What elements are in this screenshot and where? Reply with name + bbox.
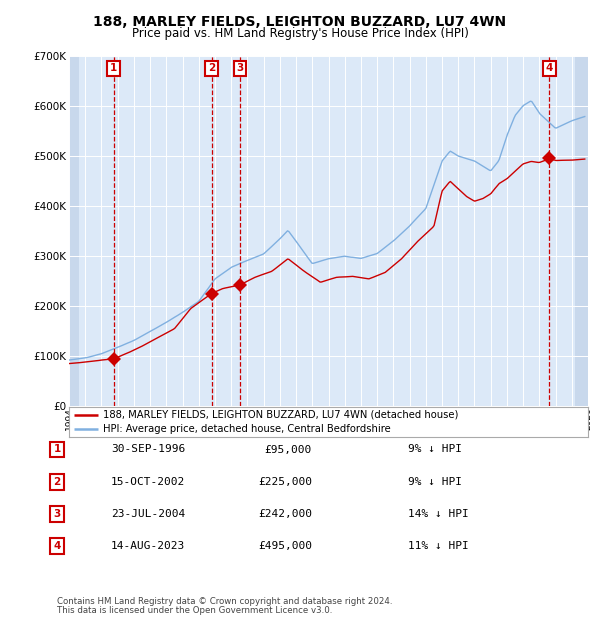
Text: 14-AUG-2023: 14-AUG-2023 xyxy=(111,541,185,551)
Text: Contains HM Land Registry data © Crown copyright and database right 2024.: Contains HM Land Registry data © Crown c… xyxy=(57,597,392,606)
Text: 1: 1 xyxy=(110,63,117,73)
Text: £95,000: £95,000 xyxy=(265,445,312,454)
Text: 2: 2 xyxy=(53,477,61,487)
Text: This data is licensed under the Open Government Licence v3.0.: This data is licensed under the Open Gov… xyxy=(57,606,332,615)
Text: £242,000: £242,000 xyxy=(258,509,312,519)
Text: 4: 4 xyxy=(53,541,61,551)
Text: 15-OCT-2002: 15-OCT-2002 xyxy=(111,477,185,487)
Text: 9% ↓ HPI: 9% ↓ HPI xyxy=(408,445,462,454)
Text: 3: 3 xyxy=(236,63,244,73)
Text: 1: 1 xyxy=(53,445,61,454)
Text: 188, MARLEY FIELDS, LEIGHTON BUZZARD, LU7 4WN (detached house): 188, MARLEY FIELDS, LEIGHTON BUZZARD, LU… xyxy=(103,410,458,420)
Bar xyxy=(575,56,591,406)
Text: 4: 4 xyxy=(546,63,553,73)
Bar xyxy=(69,56,79,406)
Text: 188, MARLEY FIELDS, LEIGHTON BUZZARD, LU7 4WN: 188, MARLEY FIELDS, LEIGHTON BUZZARD, LU… xyxy=(94,16,506,30)
Text: Price paid vs. HM Land Registry's House Price Index (HPI): Price paid vs. HM Land Registry's House … xyxy=(131,27,469,40)
Text: 14% ↓ HPI: 14% ↓ HPI xyxy=(408,509,469,519)
Text: 2: 2 xyxy=(208,63,215,73)
Text: 9% ↓ HPI: 9% ↓ HPI xyxy=(408,477,462,487)
Text: 3: 3 xyxy=(53,509,61,519)
Text: HPI: Average price, detached house, Central Bedfordshire: HPI: Average price, detached house, Cent… xyxy=(103,423,391,434)
Text: 30-SEP-1996: 30-SEP-1996 xyxy=(111,445,185,454)
Text: 11% ↓ HPI: 11% ↓ HPI xyxy=(408,541,469,551)
Text: £495,000: £495,000 xyxy=(258,541,312,551)
Text: £225,000: £225,000 xyxy=(258,477,312,487)
Text: 23-JUL-2004: 23-JUL-2004 xyxy=(111,509,185,519)
